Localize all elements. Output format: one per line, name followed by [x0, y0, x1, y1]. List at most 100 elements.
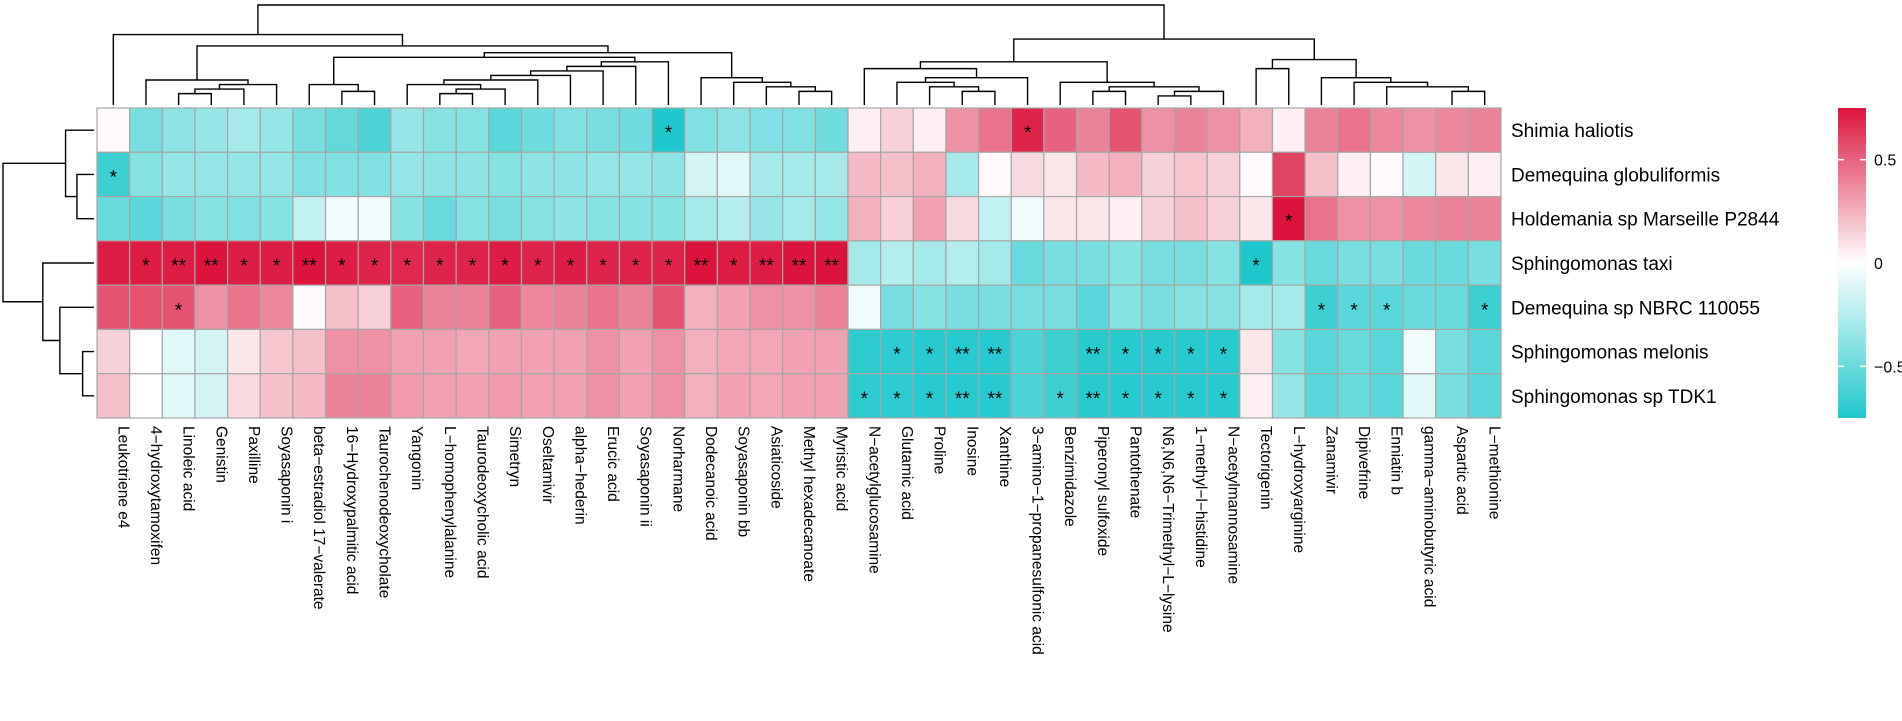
dendrogram-branch	[59, 306, 94, 375]
dendrogram-branch	[600, 61, 670, 105]
heatmap-cell	[520, 151, 555, 198]
heatmap-cell	[782, 284, 816, 331]
heatmap-cell	[912, 373, 947, 419]
heatmap-cell	[716, 373, 751, 419]
heatmap-cell	[782, 195, 816, 242]
heatmap-cell	[1435, 151, 1469, 198]
column-label: Soyasaponin i	[278, 426, 295, 523]
heatmap-cell	[390, 373, 425, 419]
column-label: Zanamivir	[1322, 426, 1339, 494]
significance-star: **	[759, 256, 774, 277]
significance-star: *	[534, 256, 542, 277]
heatmap-cell	[716, 284, 751, 331]
heatmap-cell	[912, 151, 947, 198]
heatmap-cell	[880, 373, 914, 419]
heatmap-cell	[259, 107, 294, 153]
dendrogram-branch	[341, 90, 376, 105]
heatmap-cell	[814, 240, 849, 286]
column-label: L−hydroxyarginine	[1290, 426, 1307, 553]
heatmap-cell	[292, 284, 327, 331]
significance-star: *	[1154, 345, 1162, 366]
heatmap-cell	[1239, 373, 1274, 419]
heatmap-cell	[977, 107, 1012, 153]
heatmap-cell	[357, 107, 392, 153]
heatmap-cell	[814, 284, 849, 331]
heatmap-cell	[1369, 328, 1404, 375]
heatmap-cell	[1467, 151, 1502, 198]
heatmap-cell	[455, 373, 490, 419]
heatmap-cell	[847, 328, 882, 375]
heatmap-cell	[129, 373, 163, 419]
significance-star: *	[926, 345, 934, 366]
heatmap-cell	[520, 284, 555, 331]
heatmap-cell	[912, 107, 947, 153]
heatmap-cell	[96, 373, 131, 419]
heatmap-cell	[782, 373, 816, 419]
heatmap-cell	[1271, 328, 1306, 375]
heatmap-cell	[488, 151, 523, 198]
heatmap-cell	[1075, 107, 1110, 153]
heatmap-cell	[1304, 373, 1339, 419]
heatmap-cell	[1108, 151, 1143, 198]
heatmap-cell	[1402, 107, 1437, 153]
column-label: Benzimidazole	[1061, 426, 1078, 527]
heatmap-cell	[259, 151, 294, 198]
dendrogram-branch	[64, 129, 94, 198]
heatmap-cell	[684, 151, 718, 198]
dendrogram-branch	[1092, 90, 1127, 105]
heatmap-cell	[716, 151, 751, 198]
heatmap-cell	[618, 195, 653, 242]
legend-tick-label: 0	[1874, 256, 1883, 273]
heatmap-cell	[1402, 373, 1437, 419]
significance-star: *	[893, 389, 901, 410]
heatmap-cell	[1435, 240, 1469, 286]
heatmap-cell	[618, 107, 653, 153]
column-label: Xanthine	[996, 426, 1013, 487]
heatmap-cell	[292, 328, 327, 375]
heatmap-cell	[814, 151, 849, 198]
heatmap-cell	[1141, 107, 1176, 153]
significance-star: *	[142, 256, 150, 277]
significance-star: *	[1318, 300, 1326, 321]
heatmap-cell	[96, 328, 131, 375]
heatmap-cell	[1304, 328, 1339, 375]
heatmap-cell	[488, 328, 523, 375]
color-legend: 0.5 0 −0.5	[1838, 108, 1902, 418]
heatmap-cell	[749, 373, 784, 419]
heatmap-cell	[1206, 195, 1241, 242]
heatmap-cell	[357, 373, 392, 419]
heatmap-cell	[161, 373, 196, 419]
significance-star: **	[1085, 345, 1100, 366]
heatmap-cell	[1239, 240, 1274, 286]
heatmap-cell	[1010, 151, 1045, 198]
heatmap-cell	[129, 328, 163, 375]
significance-star: **	[204, 256, 219, 277]
dendrogram-branch	[145, 79, 249, 105]
heatmap-cell	[455, 107, 490, 153]
heatmap-cell	[1075, 151, 1110, 198]
heatmap-cell	[553, 284, 588, 331]
heatmap-cell	[749, 151, 784, 198]
heatmap-cell	[1075, 240, 1110, 286]
significance-star: **	[1085, 389, 1100, 410]
heatmap-cell	[1435, 284, 1469, 331]
significance-star: *	[1220, 389, 1228, 410]
heatmap-cell	[96, 107, 131, 153]
heatmap-cell	[749, 195, 784, 242]
significance-star: *	[436, 256, 444, 277]
significance-star: *	[665, 123, 673, 144]
row-label: Sphingomonas taxi	[1511, 254, 1673, 275]
dendrogram-branch	[177, 92, 212, 105]
column-label: Taurodeoxycholic acid	[473, 426, 490, 579]
heatmap-cell	[1043, 328, 1078, 375]
heatmap-cell	[618, 328, 653, 375]
dendrogram-branch	[483, 52, 733, 78]
dendrogram-branch	[924, 77, 1029, 105]
significance-star: *	[110, 167, 118, 188]
heatmap-cell	[422, 284, 457, 331]
dendrogram-branch	[798, 90, 833, 105]
row-label: Demequina sp NBRC 110055	[1511, 298, 1760, 319]
heatmap-cell	[96, 151, 131, 198]
heatmap-cell	[1435, 328, 1469, 375]
heatmap-cell	[1108, 284, 1143, 331]
